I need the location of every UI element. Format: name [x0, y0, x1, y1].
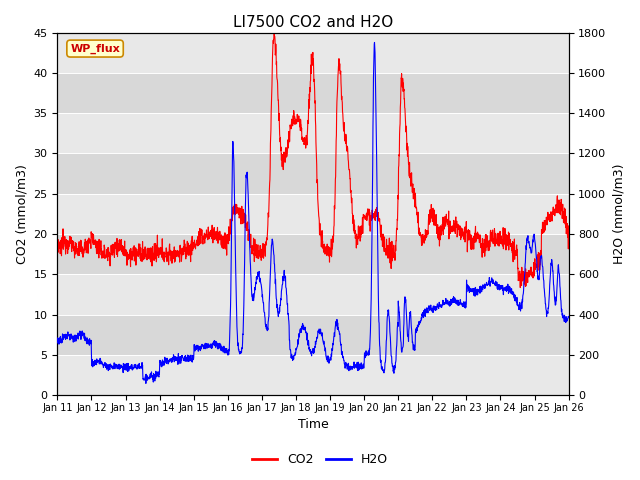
Bar [58, 113, 568, 154]
Bar [58, 355, 568, 395]
Bar [58, 194, 568, 234]
Y-axis label: H2O (mmol/m3): H2O (mmol/m3) [612, 164, 625, 264]
Bar [58, 73, 568, 113]
Y-axis label: CO2 (mmol/m3): CO2 (mmol/m3) [15, 164, 28, 264]
Bar [58, 33, 568, 73]
Bar [58, 314, 568, 355]
Bar [58, 154, 568, 194]
Legend: CO2, H2O: CO2, H2O [247, 448, 393, 471]
X-axis label: Time: Time [298, 419, 328, 432]
Bar [58, 275, 568, 314]
Text: WP_flux: WP_flux [70, 43, 120, 54]
Title: LI7500 CO2 and H2O: LI7500 CO2 and H2O [233, 15, 393, 30]
Bar [58, 234, 568, 275]
